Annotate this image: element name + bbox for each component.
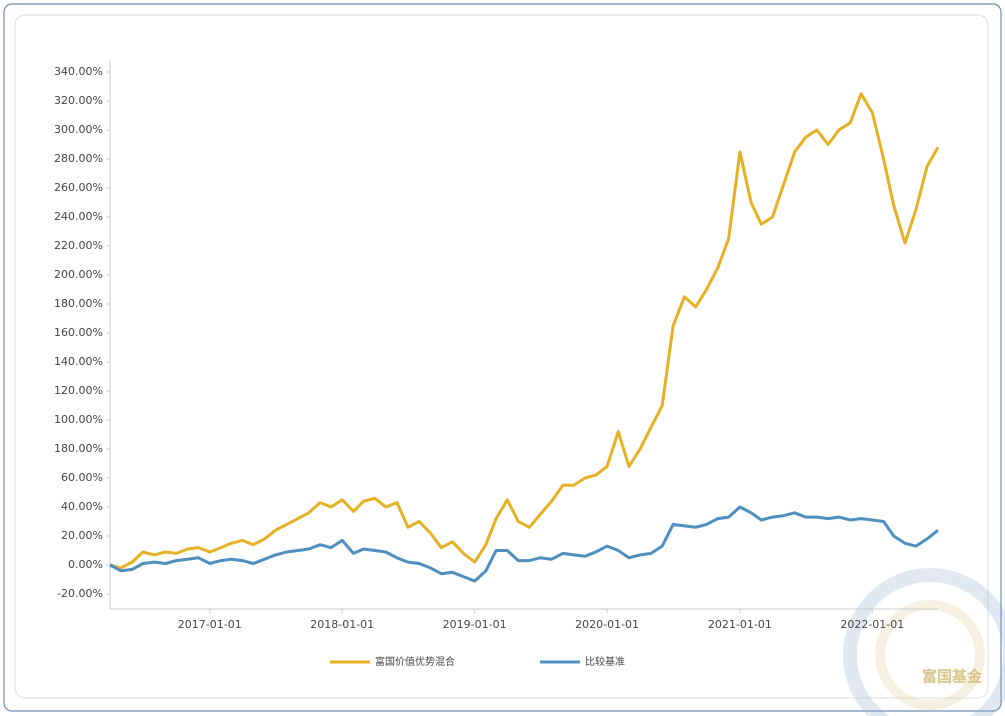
inner-frame [14, 14, 989, 699]
x-tick-label: 2019-01-01 [443, 618, 507, 631]
x-tick-label: 2021-01-01 [708, 618, 772, 631]
x-tick-label: 2017-01-01 [178, 618, 242, 631]
x-tick-label: 2020-01-01 [575, 618, 639, 631]
y-tick-label: 300.00% [54, 123, 103, 136]
watermark-logo [843, 568, 1005, 716]
series-line [109, 505, 939, 583]
y-tick-label: 20.00% [61, 529, 103, 542]
y-tick-label: 340.00% [54, 65, 103, 78]
y-tick-label: 180.00% [54, 442, 103, 455]
y-tick-label: 0.00% [68, 558, 103, 571]
y-tick-label: 220.00% [54, 239, 103, 252]
y-tick-label: 260.00% [54, 181, 103, 194]
y-tick-label: 180.00% [54, 297, 103, 310]
watermark: 富国基金 [922, 668, 983, 686]
legend-label: 富国价值优势混合 [375, 655, 455, 668]
y-tick-label: -20.00% [57, 587, 103, 600]
legend-label: 比较基准 [585, 655, 625, 668]
series-line [109, 92, 940, 570]
y-tick-label: 280.00% [54, 152, 103, 165]
y-tick-label: 100.00% [54, 413, 103, 426]
y-tick-label: 160.00% [54, 326, 103, 339]
y-tick-label: 40.00% [61, 500, 103, 513]
x-tick-label: 2022-01-01 [840, 618, 904, 631]
y-tick-label: 60.00% [61, 471, 103, 484]
y-tick-label: 320.00% [54, 94, 103, 107]
x-tick-label: 2018-01-01 [310, 618, 374, 631]
y-tick-label: 200.00% [54, 268, 103, 281]
y-tick-label: 120.00% [54, 384, 103, 397]
y-tick-label: 140.00% [54, 355, 103, 368]
y-tick-label: 240.00% [54, 210, 103, 223]
